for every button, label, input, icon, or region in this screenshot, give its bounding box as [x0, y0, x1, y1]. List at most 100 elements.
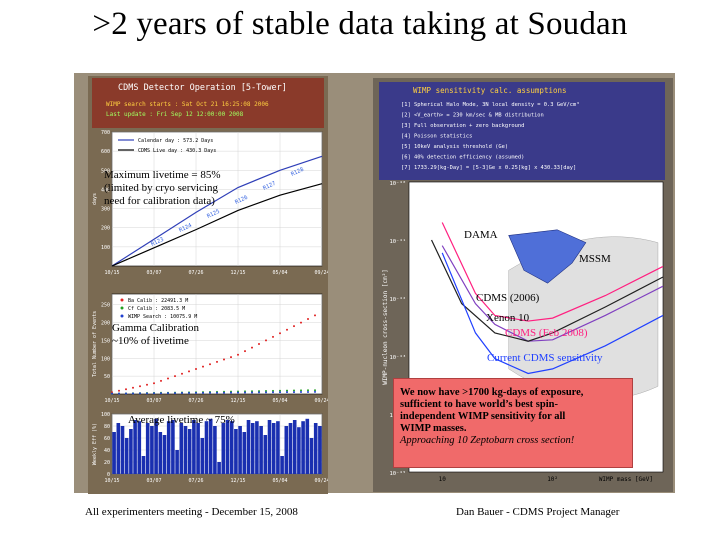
data-point	[223, 358, 225, 361]
y-axis-label: days	[92, 193, 98, 205]
legend-swatch	[120, 314, 124, 318]
x-tick-label: 09/24	[314, 478, 328, 484]
weekly-efficiency-chart: 0 20 40 60 80 100 10/15 03/07 07/26 12/15 05/04 09/…	[92, 412, 330, 484]
efficiency-bar	[255, 421, 259, 474]
footer-right: Dan Bauer - CDMS Project Manager	[456, 506, 620, 518]
efficiency-bar	[137, 421, 142, 474]
legend-entry: Cf Calib : 2083.5 M	[128, 306, 185, 312]
data-point	[216, 360, 218, 363]
efficiency-bar	[229, 421, 234, 474]
data-point	[300, 389, 302, 392]
assumption-item: [2] <V_earth> = 230 km/sec & MB distribu…	[401, 113, 544, 119]
x-tick-label: 12/15	[230, 270, 245, 276]
data-point	[293, 325, 295, 328]
data-point	[237, 353, 239, 356]
calibration-chart: 50 100 150 200 250 10/15 03/07 07/26 12/15 05/04 0…	[92, 293, 330, 404]
data-point	[307, 318, 309, 320]
data-point	[202, 365, 204, 368]
y-tick-label: 20	[104, 460, 110, 466]
run-segment-label: R123	[150, 237, 165, 248]
data-point	[272, 335, 274, 338]
efficiency-bar	[301, 421, 305, 474]
assumption-item: [7] 1733.29[kg-Day] = [5-3]Ge x 0.25[kg]…	[401, 165, 576, 171]
livetime-annotation-line1: Maximum livetime = 85%	[104, 169, 221, 181]
data-point	[251, 391, 253, 394]
legend-entry: WIMP Search : 10075.9 M	[128, 314, 197, 320]
data-point	[125, 392, 127, 395]
efficiency-bar	[158, 432, 163, 474]
callout-line5: Approaching 10 Zeptobarn cross section!	[400, 435, 575, 446]
limit-curve	[441, 252, 664, 375]
run-segment-label: R126	[234, 195, 249, 206]
efficiency-bar	[112, 432, 116, 474]
data-point	[181, 372, 183, 375]
assumption-item: [5] 10keV analysis threshold (Ge)	[401, 144, 508, 150]
callout-line3: independent WIMP sensitivity for all	[400, 411, 566, 422]
efficiency-bar	[124, 438, 129, 474]
assumptions-list: [1] Spherical Halo Mode, 3N local densit…	[401, 101, 580, 171]
y-tick-label: 10⁻⁴¹	[389, 238, 406, 245]
y-tick-label: 200	[101, 321, 110, 327]
data-point	[216, 391, 218, 394]
data-point	[139, 385, 141, 388]
x-tick-label: 09/24	[314, 398, 328, 404]
data-point	[279, 389, 281, 392]
data-point	[167, 377, 169, 380]
y-tick-label: 250	[101, 303, 110, 309]
cdms2008-label: CDMS (Feb 2008)	[505, 327, 588, 339]
xenon10-label: Xenon 10	[486, 312, 530, 324]
x-tick-label: 12/15	[230, 478, 245, 484]
x-tick-label: 09/24	[314, 270, 328, 276]
data-point	[244, 350, 246, 353]
x-tick-label: 05/04	[272, 398, 287, 404]
gamma-annotation-line2: ~10% of livetime	[112, 335, 189, 347]
x-tick-label: 05/04	[272, 270, 287, 276]
y-tick-label: 10⁻⁴²	[389, 296, 406, 303]
run-segment-label: R124	[178, 222, 193, 233]
data-point	[209, 391, 211, 394]
data-point	[265, 339, 267, 342]
detector-operation-panel: CDMS Detector Operation [5-Tower] WIMP s…	[88, 76, 330, 494]
legend-swatch	[120, 306, 124, 310]
y-tick-label: 300	[101, 207, 110, 213]
data-point	[286, 389, 288, 392]
efficiency-bar	[133, 420, 137, 474]
data-point	[307, 389, 309, 392]
efficiency-bar	[204, 421, 209, 474]
efficiency-bar	[267, 420, 272, 474]
x-axis-label: WIMP mass [GeV]	[599, 476, 653, 483]
efficiency-bar	[221, 423, 226, 474]
legend-swatch	[120, 298, 124, 302]
efficiency-bar	[196, 423, 200, 474]
header-box	[92, 78, 324, 128]
y-tick-label: 50	[104, 374, 110, 380]
data-point	[181, 392, 183, 395]
data-point	[314, 390, 316, 393]
data-point	[300, 391, 302, 394]
data-point	[286, 391, 288, 394]
header-title: CDMS Detector Operation [5-Tower]	[118, 83, 287, 93]
assumption-item: [1] Spherical Halo Mode, 3N local densit…	[401, 101, 580, 108]
efficiency-bar	[200, 438, 205, 474]
efficiency-bar	[284, 426, 289, 474]
data-point	[237, 391, 239, 394]
data-point	[272, 389, 274, 392]
efficiency-bar	[213, 426, 217, 474]
y-tick-label: 0	[107, 472, 110, 478]
y-tick-label: 400	[101, 187, 110, 193]
efficiency-bar	[116, 423, 121, 474]
efficiency-bar	[154, 418, 158, 474]
dama-region	[508, 229, 587, 284]
data-point	[279, 391, 281, 394]
y-axis-label: Total Number of Events	[92, 311, 98, 377]
x-tick-label: 10²	[547, 476, 558, 483]
data-point	[279, 332, 281, 335]
livetime-annotation-line2: (limited by cryo servicing	[104, 182, 218, 194]
efficiency-bar	[259, 426, 263, 474]
data-point	[244, 391, 246, 394]
data-point	[251, 346, 253, 349]
run-segment-label: R125	[206, 209, 221, 220]
efficiency-bar	[297, 427, 301, 474]
efficiency-bar	[280, 456, 284, 474]
efficiency-bar	[263, 435, 268, 474]
